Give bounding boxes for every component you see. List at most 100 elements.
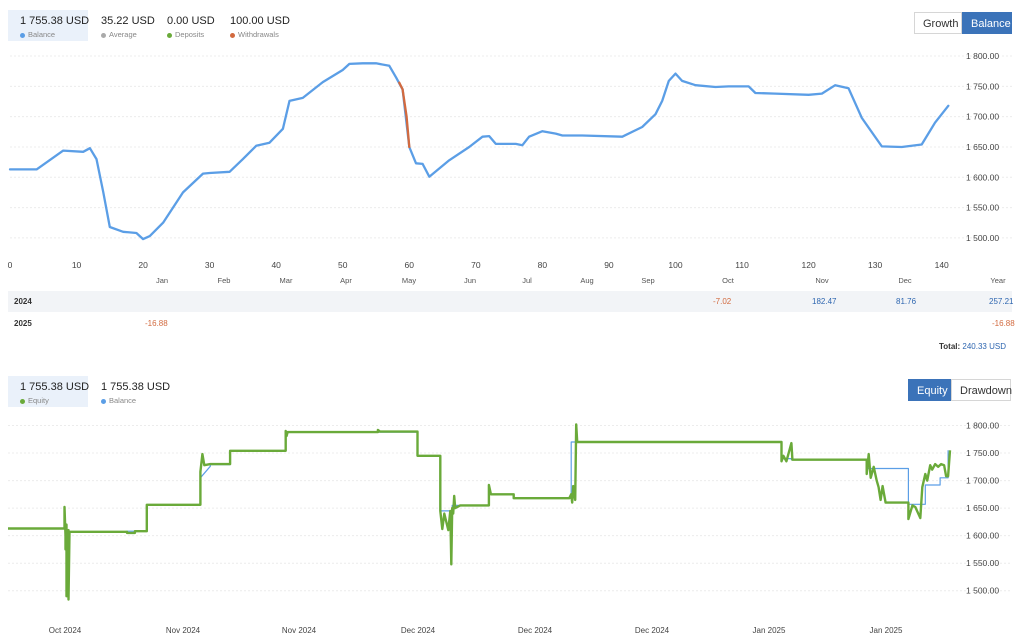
- x-tick-label: 110: [735, 260, 749, 270]
- month-label: Aug: [580, 276, 593, 285]
- x-tick-label: 120: [801, 260, 815, 270]
- cell-total: 257.21: [989, 297, 1014, 306]
- month-label: Jan: [156, 276, 168, 285]
- month-label: Nov: [815, 276, 829, 285]
- equity-line: [8, 423, 952, 601]
- y-tick-label: 1 700.00: [966, 476, 999, 486]
- total-label: Total:: [938, 342, 961, 351]
- x-tick-label: 70: [471, 260, 481, 270]
- equity-value: 1 755.38 USD: [20, 381, 90, 393]
- deposits-value: 0.00 USD: [167, 15, 215, 27]
- month-label: Dec: [898, 276, 912, 285]
- cell-nov: 182.47: [812, 297, 837, 306]
- balance-legend: Balance: [20, 30, 88, 39]
- x-tick-label: 50: [338, 260, 348, 270]
- balance-chart: 1 500.00 1 550.00 1 600.00 1 650.00 1 700.00…: [8, 51, 1012, 285]
- y-tick-label: 1 700.00: [966, 112, 999, 122]
- summary-card-withdrawals[interactable]: 100.00 USD Withdrawals: [230, 10, 310, 45]
- month-label: Apr: [340, 276, 352, 285]
- y-tick-label: 1 650.00: [966, 503, 999, 513]
- drawdown-button[interactable]: Drawdown: [951, 379, 1012, 401]
- month-label: Feb: [218, 276, 231, 285]
- x-tick-label: 0: [8, 260, 13, 270]
- month-label: Sep: [641, 276, 654, 285]
- balance-line: [8, 431, 949, 533]
- y-tick-label: 1 600.00: [966, 531, 999, 541]
- x-axis-label: Jan 2025: [753, 626, 786, 635]
- table-row-2024: 2024 -7.02 182.47 81.76 257.21: [8, 291, 1014, 312]
- cell-jan: -16.88: [145, 319, 168, 328]
- x-axis-label: Nov 2024: [282, 626, 317, 635]
- x-tick-label: 30: [205, 260, 215, 270]
- summary-card-balance-2[interactable]: 1 755.38 USD Balance: [101, 376, 181, 411]
- balance2-value: 1 755.38 USD: [101, 381, 171, 393]
- x-tick-label: 80: [538, 260, 548, 270]
- withdrawals-dot-icon: [230, 32, 235, 38]
- y-tick-label: 1 650.00: [966, 142, 999, 152]
- equity-button[interactable]: Equity: [908, 379, 951, 401]
- balance2-dot-icon: [101, 398, 106, 404]
- x-axis-label: Oct 2024: [49, 626, 82, 635]
- cell-total: -16.88: [992, 319, 1015, 328]
- x-tick-label: 130: [868, 260, 882, 270]
- average-value: 35.22 USD: [101, 15, 155, 27]
- x-tick-label: 20: [138, 260, 148, 270]
- withdrawals-legend: Withdrawals: [230, 30, 310, 39]
- balance2-label: Balance: [109, 396, 137, 405]
- withdrawals-value: 100.00 USD: [230, 15, 290, 27]
- balance-value: 1 755.38 USD: [20, 15, 90, 27]
- growth-button[interactable]: Growth: [914, 12, 962, 34]
- y-tick-label: 1 600.00: [966, 172, 999, 182]
- equity-label: Equity: [28, 396, 49, 405]
- cell-oct: -7.02: [713, 297, 732, 306]
- deposits-label: Deposits: [175, 30, 205, 39]
- month-label: Jul: [522, 276, 532, 285]
- withdrawals-segment: [398, 81, 411, 149]
- month-label: May: [402, 276, 416, 285]
- y-tick-label: 1 750.00: [966, 448, 999, 458]
- x-tick-label: 10: [72, 260, 82, 270]
- x-axis-label: Dec 2024: [401, 626, 436, 635]
- equity-chart: 1 500.00 1 550.00 1 600.00 1 650.00 1 700.00…: [8, 421, 1012, 635]
- month-label: Jun: [464, 276, 476, 285]
- x-axis-label: Jan 2025: [870, 626, 903, 635]
- x-tick-label: 40: [271, 260, 281, 270]
- x-tick-label: 60: [405, 260, 415, 270]
- table-row-2025: 2025 -16.88 -16.88: [8, 313, 1015, 334]
- x-axis-label: Dec 2024: [518, 626, 553, 635]
- x-axis-label: Nov 2024: [166, 626, 201, 635]
- year-total: Total: 240.33 USD: [900, 342, 1006, 351]
- month-label: Mar: [280, 276, 293, 285]
- average-legend: Average: [101, 30, 171, 39]
- deposits-legend: Deposits: [167, 30, 227, 39]
- summary-card-average[interactable]: 35.22 USD Average: [101, 10, 171, 45]
- average-label: Average: [109, 30, 137, 39]
- withdrawals-label: Withdrawals: [238, 30, 279, 39]
- total-value: 240.33 USD: [962, 342, 1006, 351]
- y-tick-label: 1 550.00: [966, 558, 999, 568]
- y-tick-label: 1 750.00: [966, 81, 999, 91]
- y-tick-label: 1 550.00: [966, 203, 999, 213]
- balance-line: [8, 62, 950, 241]
- summary-card-balance[interactable]: 1 755.38 USD Balance: [8, 10, 90, 41]
- x-tick-label: 90: [604, 260, 614, 270]
- summary-card-equity[interactable]: 1 755.38 USD Equity: [8, 376, 90, 407]
- month-label: Oct: [722, 276, 735, 285]
- equity-dot-icon: [20, 398, 25, 404]
- year-label: 2024: [14, 297, 32, 306]
- deposits-dot-icon: [167, 32, 172, 38]
- balance-dot-icon: [20, 32, 25, 38]
- y-tick-label: 1 500.00: [966, 233, 999, 243]
- balance-button[interactable]: Balance: [962, 12, 1012, 34]
- year-header: Year: [990, 276, 1006, 285]
- x-axis-label: Dec 2024: [635, 626, 670, 635]
- year-label: 2025: [14, 319, 32, 328]
- y-tick-label: 1 800.00: [966, 421, 999, 431]
- average-dot-icon: [101, 32, 106, 38]
- balance-label: Balance: [28, 30, 56, 39]
- y-tick-label: 1 800.00: [966, 51, 999, 61]
- summary-card-deposits[interactable]: 0.00 USD Deposits: [167, 10, 227, 45]
- balance2-legend: Balance: [101, 396, 181, 405]
- y-tick-label: 1 500.00: [966, 586, 999, 596]
- x-tick-label: 140: [935, 260, 949, 270]
